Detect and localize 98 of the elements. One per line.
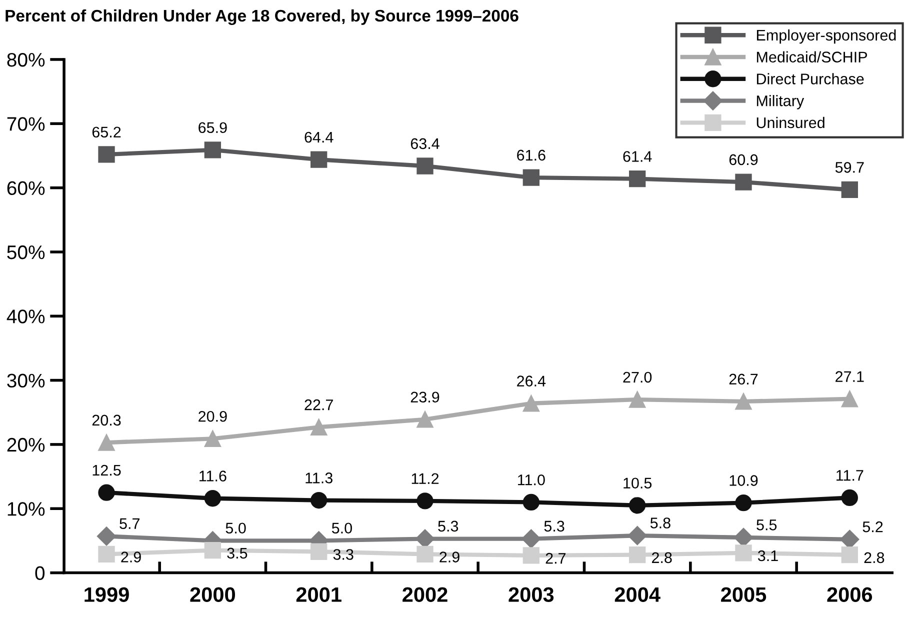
data-label: 12.5 [92, 464, 121, 476]
y-tick-label: 50% [7, 245, 45, 260]
y-tick-label: 40% [6, 310, 45, 324]
data-label: 2.8 [864, 552, 884, 564]
point [735, 393, 752, 410]
point [98, 434, 115, 451]
data-label: 65.9 [198, 122, 227, 134]
point [204, 430, 222, 448]
data-label: 59.7 [835, 162, 864, 173]
data-label: 64.4 [304, 132, 334, 143]
y-tick-label: 0 [35, 566, 45, 580]
point [98, 546, 115, 563]
point [98, 484, 115, 501]
point [629, 497, 646, 514]
x-tick-label: 2002 [402, 587, 448, 602]
point [841, 390, 858, 408]
point [204, 542, 222, 559]
y-tick-label: 70% [7, 117, 45, 131]
point [522, 395, 540, 412]
data-label: 60.9 [729, 154, 758, 166]
legend-label: Medicaid/SCHIP [756, 51, 867, 63]
legend-label: Employer-sponsored [756, 29, 896, 44]
data-label: 10.9 [730, 475, 758, 486]
data-label: 11.2 [412, 473, 439, 484]
y-tick-label: 20% [7, 438, 45, 452]
data-label: 11.7 [836, 470, 864, 481]
point [416, 546, 434, 563]
point [628, 526, 647, 546]
data-label: 2.9 [440, 552, 460, 562]
x-tick-label: 2001 [296, 587, 342, 602]
y-tick-label: 80% [7, 52, 45, 67]
data-label: 5.0 [332, 522, 352, 534]
point [98, 146, 115, 163]
data-label: 2.8 [652, 552, 672, 564]
data-label: 26.7 [729, 374, 758, 385]
data-label: 5.5 [756, 520, 777, 530]
data-label: 5.8 [650, 518, 670, 528]
data-label: 20.9 [198, 410, 227, 422]
data-label: 11.6 [200, 470, 226, 482]
y-tick-label: 30% [7, 374, 45, 388]
point [96, 526, 116, 546]
data-label: 5.0 [226, 522, 246, 534]
data-label: 22.7 [304, 399, 333, 410]
point [522, 494, 540, 511]
point [522, 529, 541, 548]
data-label: 26.4 [517, 376, 546, 386]
point [735, 174, 752, 190]
data-label: 5.3 [544, 520, 564, 532]
point [522, 547, 540, 564]
point [310, 418, 328, 436]
legend-label: Uninsured [756, 116, 824, 128]
data-label: 5.3 [438, 520, 458, 532]
point [310, 543, 328, 560]
point [735, 544, 752, 562]
data-label: 11.0 [518, 474, 545, 486]
data-label: 2.9 [121, 552, 141, 562]
data-label: 5.2 [862, 521, 883, 532]
data-label: 3.3 [333, 549, 354, 560]
point [841, 546, 858, 564]
point [629, 391, 646, 408]
point [310, 492, 328, 509]
data-label: 27.0 [623, 372, 652, 383]
legend-label: Military [756, 95, 804, 110]
y-tick-label: 60% [7, 181, 45, 196]
point [629, 170, 646, 188]
data-label: 3.5 [227, 548, 248, 559]
data-label: 27.1 [836, 371, 864, 382]
point [310, 151, 328, 168]
x-tick-label: 2000 [190, 587, 235, 602]
data-label: 23.9 [410, 392, 440, 403]
point [204, 490, 222, 507]
point [841, 489, 858, 506]
data-label: 61.4 [623, 151, 652, 162]
data-label: 5.7 [120, 518, 140, 530]
x-tick-label: 2004 [614, 587, 660, 602]
point [416, 492, 434, 510]
data-label: 10.5 [624, 478, 652, 489]
data-label: 61.6 [517, 150, 546, 161]
point [841, 181, 858, 198]
y-tick-label: 10% [8, 502, 45, 516]
data-label: 2.7 [546, 552, 566, 564]
data-label: 3.1 [758, 550, 778, 562]
data-label: 65.2 [92, 126, 121, 138]
point [735, 494, 752, 512]
point [204, 142, 222, 158]
legend-label: Direct Purchase [756, 73, 864, 84]
data-label: 20.3 [92, 414, 121, 426]
data-label: 63.4 [410, 138, 440, 150]
point [416, 158, 434, 174]
x-tick-label: 2006 [827, 587, 872, 602]
point [522, 169, 540, 186]
chart-title: Percent of Children Under Age 18 Covered, by Source 1999–2006 [6, 9, 518, 25]
point [416, 411, 434, 428]
x-tick-label: 2005 [721, 587, 766, 602]
point [629, 546, 646, 564]
x-tick-label: 2003 [508, 587, 554, 602]
data-label: 11.3 [306, 472, 332, 484]
x-tick-label: 1999 [84, 587, 129, 602]
